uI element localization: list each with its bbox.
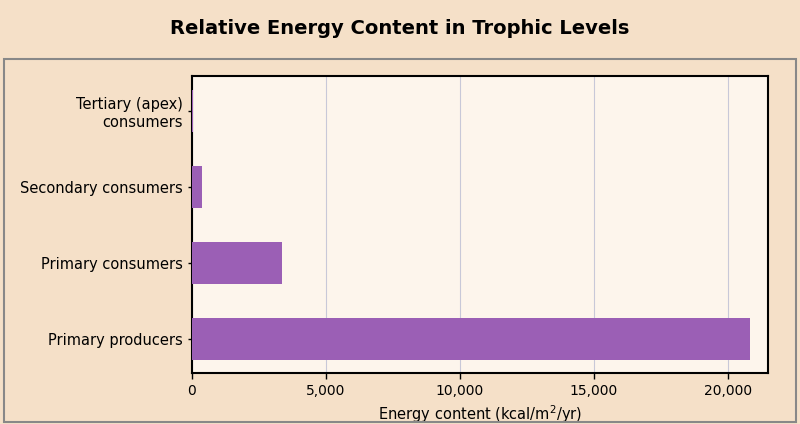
Bar — [192, 166, 202, 208]
Bar — [192, 242, 282, 284]
Bar — [192, 318, 750, 360]
X-axis label: Energy content (kcal/m$^2$/yr): Energy content (kcal/m$^2$/yr) — [378, 403, 582, 424]
Text: Relative Energy Content in Trophic Levels: Relative Energy Content in Trophic Level… — [170, 19, 630, 38]
